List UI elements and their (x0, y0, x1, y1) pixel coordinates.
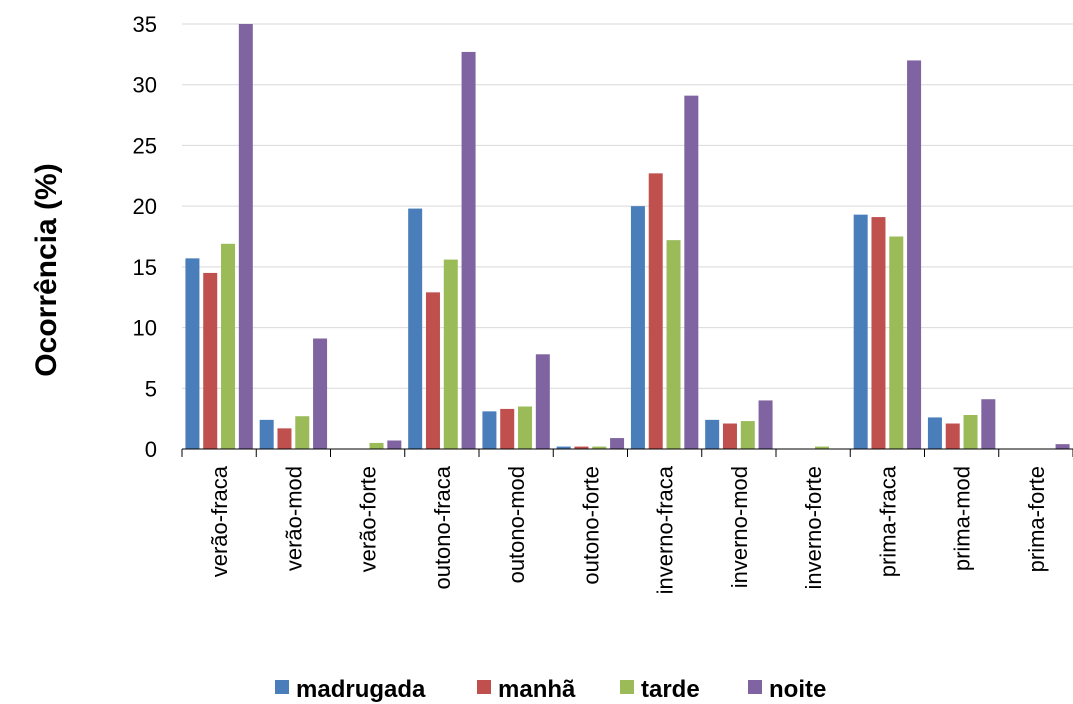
y-axis-title: Ocorrência (%) (30, 163, 63, 376)
bar-madrugada (927, 417, 942, 449)
legend-label-tarde: tarde (641, 676, 700, 703)
category-label: outono-fraca (430, 465, 455, 589)
category-label: prima-mod (950, 466, 975, 571)
y-tick-label: 30 (133, 73, 157, 98)
legend-swatch-noite (748, 680, 762, 694)
legend-label-noite: noite (769, 676, 826, 703)
bar-madrugada (408, 208, 423, 449)
bar-manhã (500, 408, 515, 449)
bars (185, 24, 1070, 450)
y-tick-label: 5 (145, 376, 157, 401)
bar-manhã (722, 423, 737, 449)
bar-manhã (277, 428, 292, 449)
y-axis-ticks: 0 5 10 15 20 25 30 35 (133, 12, 157, 462)
bar-madrugada (705, 419, 720, 449)
bar-manhã (574, 446, 589, 449)
category-label: inverno-mod (727, 466, 752, 588)
category-label: prima-forte (1024, 466, 1049, 572)
category-label: outono-forte (578, 466, 603, 585)
bar-madrugada (259, 419, 274, 449)
bar-noite (907, 60, 922, 450)
bar-tarde (369, 442, 384, 449)
bar-tarde (666, 240, 681, 449)
bar-noite (535, 354, 550, 449)
bar-manhã (648, 173, 663, 449)
bar-tarde (295, 416, 310, 449)
bar-tarde (889, 236, 904, 449)
category-label: outono-mod (504, 466, 529, 583)
gridlines (182, 23, 1073, 389)
bar-noite (238, 24, 253, 449)
bar-noite (684, 95, 699, 450)
bar-noite (758, 400, 773, 449)
bar-tarde (815, 446, 830, 449)
legend-swatch-madrugada (275, 680, 289, 694)
bar-manhã (945, 423, 960, 449)
bar-tarde (443, 259, 458, 449)
bar-manhã (203, 272, 218, 449)
bar-manhã (425, 292, 440, 449)
bar-tarde (592, 446, 607, 449)
bar-noite (981, 399, 996, 449)
category-label: inverno-fraca (653, 465, 678, 594)
bar-madrugada (630, 206, 645, 449)
bar-madrugada (853, 214, 868, 449)
bar-madrugada (482, 411, 497, 449)
bar-noite (387, 440, 402, 449)
bar-noite (313, 338, 328, 449)
bar-noite (1055, 444, 1070, 449)
y-tick-label: 25 (133, 133, 157, 158)
legend-label-manhã: manhã (498, 676, 576, 703)
category-label: verão-forte (356, 466, 381, 572)
category-label: verão-mod (281, 466, 306, 571)
legend-label-madrugada: madrugada (296, 676, 426, 703)
bar-tarde (518, 406, 533, 449)
y-tick-label: 0 (145, 437, 157, 462)
bar-madrugada (185, 258, 200, 449)
y-tick-label: 15 (133, 255, 157, 280)
category-labels: verão-fraca verão-mod verão-forte outono-fr… (207, 465, 1049, 594)
bar-manhã (871, 217, 886, 449)
bar-noite (461, 51, 476, 450)
bar-madrugada (556, 446, 571, 449)
bar-tarde (963, 415, 978, 449)
x-axis-ticks (181, 449, 1073, 457)
category-label: verão-fraca (207, 465, 232, 577)
legend-swatch-manhã (477, 680, 491, 694)
category-label: inverno-forte (801, 466, 826, 590)
y-tick-label: 10 (133, 316, 157, 341)
legend-swatch-tarde (620, 680, 634, 694)
y-tick-label: 35 (133, 12, 157, 37)
bar-noite (610, 438, 625, 449)
y-tick-label: 20 (133, 194, 157, 219)
legend: madrugada manhã tarde noite (275, 676, 826, 703)
bar-tarde (740, 421, 755, 449)
bar-tarde (221, 243, 236, 449)
category-label: prima-fraca (875, 465, 900, 577)
